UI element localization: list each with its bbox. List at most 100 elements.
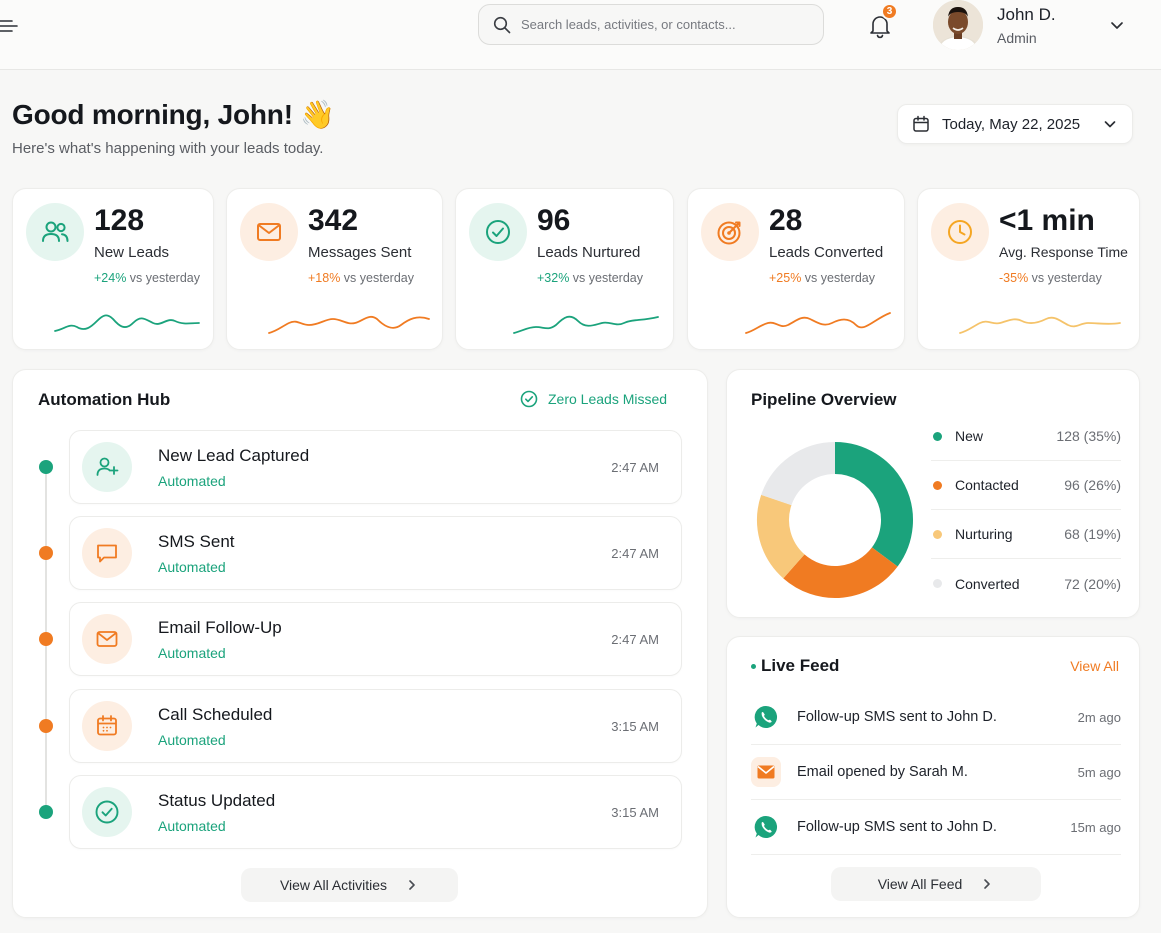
check-circle-icon [469,203,527,261]
date-picker[interactable]: Today, May 22, 2025 [897,104,1133,144]
stat-card-leads-nurtured[interactable]: 96 Leads Nurtured +32% vs yesterday [455,188,674,350]
clock-icon [931,203,989,261]
view-all-feed-button[interactable]: View All Feed [831,867,1041,901]
calendar-icon [82,701,132,751]
whatsapp-icon [751,812,781,842]
activity-status: Automated [158,732,226,748]
activity-time: 3:15 AM [611,719,659,734]
stat-value: 128 [94,204,145,237]
activity-status: Automated [158,818,226,834]
status-badge: Zero Leads Missed [520,390,667,408]
feed-item[interactable]: Follow-up SMS sent to John D. 15m ago [751,800,1121,855]
view-all-link[interactable]: View All [1070,658,1119,674]
chevron-right-icon [984,879,991,889]
activity-item[interactable]: Call Scheduled Automated 3:15 AM [69,689,682,763]
automation-hub-panel: Automation Hub Zero Leads Missed New Lea… [12,369,708,918]
page-title: Good morning, John! 👋 [12,99,336,130]
date-label: Today, May 22, 2025 [942,115,1081,133]
stat-value: 342 [308,204,359,237]
button-label: View All Feed [877,876,963,892]
stat-label: Messages Sent [308,244,412,261]
stat-change: +24% vs yesterday [94,271,200,285]
chevron-right-icon [409,880,415,890]
stat-change: +18% vs yesterday [308,271,414,285]
donut-slice-converted [761,442,836,506]
activity-title: Email Follow-Up [158,618,282,637]
timeline-dot [39,546,53,560]
donut-slice-nurturing [757,494,806,579]
activity-item[interactable]: SMS Sent Automated 2:47 AM [69,516,682,590]
legend-value: 68 (19%) [1064,526,1121,542]
activity-title: Status Updated [158,791,276,810]
stat-change: +32% vs yesterday [537,271,643,285]
legend-item: Contacted 96 (26%) [931,461,1121,510]
activity-time: 3:15 AM [611,805,659,820]
activity-item[interactable]: Email Follow-Up Automated 2:47 AM [69,602,682,676]
live-feed-panel: Live Feed View All Follow-up SMS sent to… [726,636,1140,918]
mail-icon [82,614,132,664]
menu-icon[interactable] [0,16,22,36]
timeline-dot [39,805,53,819]
mail-icon [751,757,781,787]
feed-time: 2m ago [1077,709,1121,725]
legend-label: Contacted [955,477,1019,493]
legend-value: 96 (26%) [1064,477,1121,493]
legend-label: Converted [955,575,1020,592]
feed-time: 5m ago [1077,764,1121,780]
feed-time: 15m ago [1070,819,1121,835]
user-plus-icon [82,442,132,492]
badge-label: Zero Leads Missed [548,391,668,407]
stat-label: Leads Nurtured [537,244,641,261]
users-icon [26,203,84,261]
stat-card-new-leads[interactable]: 128 New Leads +24% vs yesterday [12,188,214,350]
calendar-icon [913,115,929,132]
user-role: Admin [997,30,1037,46]
search-bar[interactable] [478,4,824,45]
panel-title: Live Feed [761,656,840,675]
stat-label: Avg. Response Time [999,244,1128,260]
activity-status: Automated [158,559,226,575]
legend-value: 128 (35%) [1056,428,1121,444]
check-circle-icon [520,390,538,408]
sparkline-chart [268,315,430,334]
activity-status: Automated [158,473,226,489]
legend-item: New 128 (35%) [931,412,1121,461]
feed-text: Follow-up SMS sent to John D. [797,819,997,835]
donut-chart [757,442,913,598]
search-input[interactable] [521,17,801,32]
stat-card-avg-response-time[interactable]: <1 min Avg. Response Time -35% vs yester… [917,188,1140,350]
stat-change: +25% vs yesterday [769,271,875,285]
activity-title: SMS Sent [158,532,235,551]
activity-time: 2:47 AM [611,546,659,561]
pipeline-overview-panel: Pipeline Overview New 128 (35%) Contacte… [726,369,1140,618]
chevron-down-icon[interactable] [1108,16,1126,34]
notification-count-badge: 3 [881,3,898,20]
legend-dot [933,579,942,588]
feed-item[interactable]: Follow-up SMS sent to John D. 2m ago [751,690,1121,745]
activity-title: New Lead Captured [158,446,310,465]
legend-label: New [955,428,984,444]
chevron-down-icon [1104,121,1116,128]
donut-slice-contacted [783,546,898,598]
legend-dot [933,431,942,441]
activity-item[interactable]: Status Updated Automated 3:15 AM [69,775,682,849]
sparkline-chart [745,312,891,334]
stat-card-messages-sent[interactable]: 342 Messages Sent +18% vs yesterday [226,188,443,350]
panel-title: Pipeline Overview [751,390,897,409]
stat-card-leads-converted[interactable]: 28 Leads Converted +25% vs yesterday [687,188,905,350]
timeline-dot [39,460,53,474]
activity-item[interactable]: New Lead Captured Automated 2:47 AM [69,430,682,504]
sparkline-chart [513,315,659,334]
whatsapp-icon [751,702,781,732]
timeline-dot [39,632,53,646]
activity-time: 2:47 AM [611,460,659,475]
stat-value: <1 min [999,204,1095,237]
avatar[interactable] [933,0,983,50]
feed-item[interactable]: Email opened by Sarah M. 5m ago [751,745,1121,800]
stat-value: 28 [769,204,803,237]
panel-title: Automation Hub [38,390,171,409]
feed-text: Follow-up SMS sent to John D. [797,709,997,725]
view-all-activities-button[interactable]: View All Activities [241,868,458,902]
legend-item: Nurturing 68 (19%) [931,510,1121,559]
check-circle-icon [82,787,132,837]
